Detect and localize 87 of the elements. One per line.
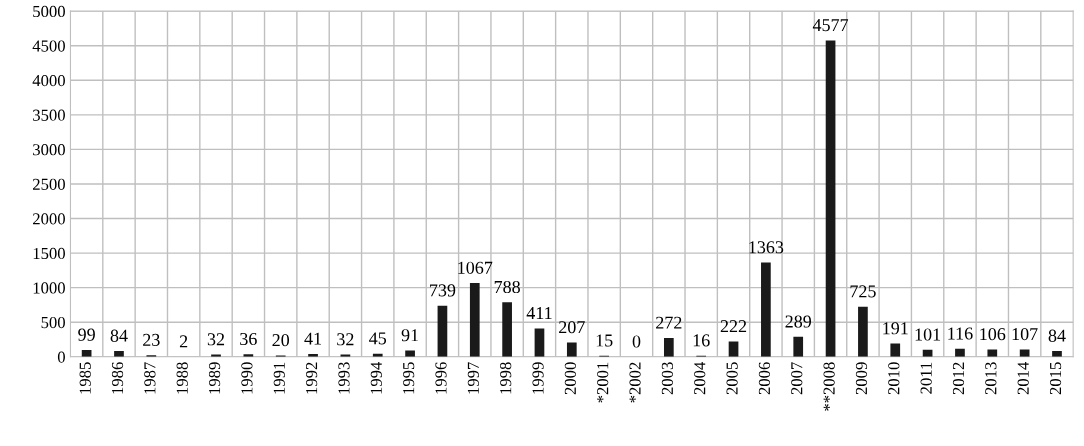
- x-tick-label: 1993: [338, 362, 350, 394]
- x-tick-label: 1999: [532, 362, 544, 394]
- bar: [502, 302, 512, 357]
- bar: [858, 306, 868, 357]
- data-label: 1363: [749, 241, 784, 254]
- data-label: 207: [559, 321, 585, 334]
- y-tick-label: 5000: [33, 5, 65, 18]
- y-tick-label: 0: [57, 351, 65, 363]
- x-tick-label: 2005: [726, 362, 738, 395]
- data-label: 0: [632, 335, 641, 348]
- x-tick-label: 2007: [791, 362, 803, 395]
- data-label: 106: [980, 328, 1006, 341]
- data-label: 23: [143, 333, 160, 346]
- x-tick-label: 2015: [1049, 362, 1062, 395]
- x-tick-label: 2003: [661, 362, 674, 395]
- data-label: 739: [430, 284, 456, 297]
- x-tick-label: 1986: [111, 362, 124, 394]
- data-label: 99: [78, 328, 95, 341]
- x-tick-label: 1991: [273, 362, 285, 394]
- x-tick-label: 1998: [500, 362, 512, 394]
- data-label: 16: [693, 334, 710, 347]
- bar: [566, 342, 577, 357]
- x-tick-label: 1989: [208, 362, 221, 394]
- bar: [890, 343, 901, 357]
- x-tick-label: 1985: [79, 362, 91, 394]
- y-tick-label: 2500: [33, 178, 65, 190]
- data-label: 84: [1048, 329, 1066, 342]
- x-tick-label: 2009: [855, 362, 868, 395]
- x-tick-label: 1995: [403, 362, 415, 394]
- bar: [955, 348, 965, 357]
- bar: [793, 336, 804, 357]
- data-label: 91: [401, 329, 419, 342]
- data-label: 45: [369, 332, 387, 345]
- data-label: 411: [526, 307, 552, 319]
- data-label: 272: [656, 316, 682, 329]
- bar: [761, 262, 771, 357]
- y-tick-label: 3500: [33, 109, 65, 121]
- x-tick-label: *2002: [629, 362, 641, 403]
- bar: [728, 341, 739, 357]
- x-tick-label: 2011: [920, 362, 932, 394]
- bar: [534, 328, 545, 357]
- data-label: 222: [720, 320, 747, 333]
- bar: [987, 349, 998, 357]
- x-tick-label: 2006: [758, 362, 771, 395]
- x-tick-label: 2013: [985, 362, 997, 395]
- x-tick-label: 2010: [888, 362, 900, 395]
- x-tick-label: 1990: [241, 362, 253, 394]
- x-tick-label: **2008: [823, 362, 835, 411]
- y-tick-label: 4500: [32, 40, 65, 52]
- x-tick-label: *2001: [597, 362, 609, 403]
- bar: [663, 338, 674, 357]
- x-tick-label: 1994: [370, 361, 382, 394]
- data-label: 107: [1012, 328, 1038, 341]
- bar: [825, 40, 836, 357]
- data-label: 32: [337, 333, 354, 346]
- x-tick-label: 1996: [435, 362, 447, 394]
- x-tick-label: 1988: [176, 362, 188, 394]
- data-label: 289: [785, 315, 812, 328]
- data-label: 32: [207, 333, 225, 346]
- y-tick-label: 1500: [33, 247, 65, 260]
- y-tick-label: 3000: [33, 144, 65, 156]
- x-tick-label: 1987: [144, 362, 156, 394]
- x-tick-label: 2000: [564, 362, 576, 395]
- data-label: 20: [272, 334, 290, 347]
- data-label: 36: [240, 332, 257, 346]
- y-tick-label: 2000: [33, 213, 65, 225]
- data-label: 84: [110, 329, 128, 342]
- data-label: 191: [883, 322, 908, 335]
- bar: [469, 283, 480, 357]
- data-label: 2: [179, 335, 188, 348]
- y-tick-label: 1000: [33, 282, 65, 294]
- data-label: 1067: [458, 261, 493, 274]
- y-tick-label: 4000: [32, 74, 65, 87]
- data-label: 725: [850, 285, 876, 298]
- x-tick-label: 2014: [1017, 361, 1029, 395]
- x-tick-label: 1997: [467, 362, 479, 394]
- y-tick-label: 500: [41, 316, 65, 329]
- data-label: 788: [494, 280, 520, 294]
- bar: [437, 305, 448, 357]
- data-label: 116: [948, 327, 973, 340]
- data-label: 15: [596, 334, 613, 347]
- data-label: 101: [915, 328, 941, 341]
- data-label: 4577: [812, 19, 849, 32]
- x-tick-label: 1992: [306, 362, 318, 394]
- data-label: 41: [304, 332, 321, 345]
- x-tick-label: 2004: [694, 361, 706, 395]
- x-tick-label: 2012: [952, 362, 965, 395]
